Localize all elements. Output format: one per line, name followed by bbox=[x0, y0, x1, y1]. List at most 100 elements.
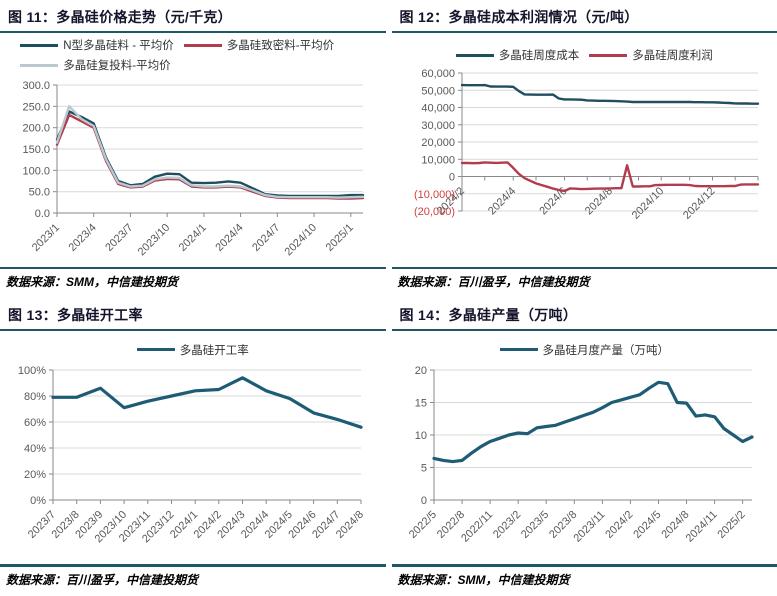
figure-panel-13: 图 13：多晶硅开工率 多晶硅开工率 100% 80% 60% 40% 20% 0% 202… bbox=[0, 298, 386, 596]
svg-text:100%: 100% bbox=[18, 365, 46, 377]
svg-text:2024/12: 2024/12 bbox=[681, 185, 718, 222]
axes bbox=[48, 369, 362, 504]
svg-text:20,000: 20,000 bbox=[422, 137, 456, 149]
svg-text:40%: 40% bbox=[24, 443, 46, 455]
svg-text:2022/11: 2022/11 bbox=[459, 508, 495, 544]
chart-cost-profit: 60,000 50,000 40,000 30,000 20,000 10,000 0 (10… bbox=[414, 68, 760, 222]
title-rule bbox=[0, 329, 386, 331]
svg-text:2024/4: 2024/4 bbox=[213, 222, 245, 254]
chart-area-cost-profit: 多晶硅周度成本 多晶硅周度利润 60,000 50,000 40,000 30,000 2… bbox=[392, 33, 777, 267]
svg-text:2023/2: 2023/2 bbox=[491, 508, 523, 540]
legend-item: 多晶硅周度成本 bbox=[455, 47, 580, 63]
chart-legend: 多晶硅周度成本 多晶硅周度利润 bbox=[455, 47, 713, 63]
svg-text:15: 15 bbox=[415, 397, 427, 409]
legend-label: 多晶硅月度产量（万吨） bbox=[542, 344, 670, 357]
svg-text:10: 10 bbox=[415, 430, 427, 442]
source-rule bbox=[0, 267, 386, 269]
series-line-0 bbox=[432, 380, 754, 463]
gridlines bbox=[462, 72, 759, 212]
y-axis-labels: 300.0 250.0 200.0 150.0 100.0 50.0 0.0 bbox=[22, 80, 50, 220]
svg-text:(20,000): (20,000) bbox=[414, 206, 455, 218]
chart-legend: 多晶硅月度产量（万吨） bbox=[499, 342, 670, 358]
svg-text:30,000: 30,000 bbox=[422, 120, 456, 132]
x-axis-labels: 2022/52022/82022/112023/22023/52023/8202… bbox=[407, 508, 748, 544]
svg-text:0: 0 bbox=[421, 495, 427, 507]
figure-panel-14: 图 14：多晶硅产量（万吨） 多晶硅月度产量（万吨） 20 15 10 5 0 2022/… bbox=[391, 298, 777, 596]
series-line-0 bbox=[51, 375, 363, 429]
y-axis-labels: 60,000 50,000 40,000 30,000 20,000 10,000 0 (10… bbox=[414, 68, 455, 218]
figure-13-title: 图 13：多晶硅开工率 bbox=[8, 307, 143, 323]
svg-text:2024/5: 2024/5 bbox=[632, 508, 664, 540]
svg-text:10,000: 10,000 bbox=[422, 154, 456, 166]
legend-label: N型多晶硅料 - 平均价 bbox=[63, 40, 174, 52]
legend-label: 多晶硅周度利润 bbox=[632, 50, 713, 62]
svg-text:2023/5: 2023/5 bbox=[519, 508, 551, 540]
svg-text:60,000: 60,000 bbox=[422, 68, 456, 80]
svg-text:2023/4: 2023/4 bbox=[66, 222, 98, 254]
gridlines bbox=[52, 369, 361, 474]
chart-area-price: N型多晶硅料 - 平均价 多晶硅致密料-平均价 多晶硅复投料-平均价 300.0 25… bbox=[0, 33, 386, 267]
legend-swatch bbox=[455, 53, 494, 57]
svg-text:2023/1: 2023/1 bbox=[30, 222, 62, 254]
chart-area-operating-rate: 多晶硅开工率 100% 80% 60% 40% 20% 0% 2023/7 2023/8 202… bbox=[0, 331, 386, 564]
chart-legend: N型多晶硅料 - 平均价 多晶硅致密料-平均价多晶硅复投料-平均价 bbox=[20, 37, 365, 73]
legend-swatch bbox=[136, 348, 175, 351]
gridlines bbox=[434, 369, 753, 468]
legend-item: 多晶硅开工率 bbox=[136, 342, 249, 358]
svg-text:2024/2: 2024/2 bbox=[603, 508, 635, 540]
legend-item: 多晶硅周度利润 bbox=[589, 47, 713, 63]
svg-text:300.0: 300.0 bbox=[22, 80, 50, 92]
svg-text:2025/2: 2025/2 bbox=[716, 508, 748, 540]
figure-panel-12: 图 12：多晶硅成本利润情况（元/吨） 多晶硅周度成本 多晶硅周度利润 60,00… bbox=[391, 0, 777, 298]
legend-label: 多晶硅致密料-平均价 bbox=[226, 40, 335, 52]
svg-text:20: 20 bbox=[415, 365, 427, 377]
svg-text:0%: 0% bbox=[30, 495, 46, 507]
svg-text:2023/11: 2023/11 bbox=[572, 508, 608, 544]
svg-text:2025/1: 2025/1 bbox=[323, 222, 355, 254]
series-line-1 bbox=[461, 161, 760, 193]
legend-item: N型多晶硅料 - 平均价 bbox=[20, 37, 174, 53]
x-axis-labels: 2024/2 2024/4 2024/6 2024/8 2024/10 2024/12 bbox=[435, 185, 718, 222]
y-axis-labels: 100% 80% 60% 40% 20% 0% bbox=[18, 365, 46, 507]
legend-label: 多晶硅复投料-平均价 bbox=[63, 60, 171, 72]
series-lines bbox=[461, 83, 760, 193]
title-rule bbox=[391, 329, 777, 331]
legend-swatch bbox=[499, 348, 538, 351]
source-rule bbox=[391, 267, 777, 269]
svg-text:80%: 80% bbox=[24, 391, 46, 403]
title-rule bbox=[391, 31, 777, 33]
series-line-2 bbox=[55, 105, 364, 199]
series-lines bbox=[432, 380, 754, 463]
source-rule bbox=[0, 564, 386, 567]
legend-item: 多晶硅致密料-平均价 bbox=[183, 37, 335, 53]
svg-text:40,000: 40,000 bbox=[422, 103, 456, 115]
svg-text:20%: 20% bbox=[24, 469, 46, 481]
legend-label: 多晶硅周度成本 bbox=[498, 50, 580, 62]
source-note: 数据来源：SMM，中信建投期货 bbox=[397, 573, 570, 587]
chart-legend: 多晶硅开工率 bbox=[136, 342, 249, 358]
svg-text:2024/10: 2024/10 bbox=[630, 185, 667, 222]
source-note: 数据来源：百川盈孚，中信建投期货 bbox=[397, 275, 590, 289]
x-axis-labels: 2023/72023/82023/92023/102023/112023/122… bbox=[26, 508, 366, 545]
svg-text:2024/1: 2024/1 bbox=[176, 222, 208, 254]
svg-text:2024/11: 2024/11 bbox=[684, 508, 720, 544]
svg-text:2024/10: 2024/10 bbox=[282, 222, 319, 259]
svg-text:50.0: 50.0 bbox=[28, 187, 49, 199]
series-lines bbox=[51, 375, 363, 429]
title-rule bbox=[0, 31, 386, 33]
axes bbox=[458, 72, 759, 212]
legend-swatch bbox=[589, 53, 628, 57]
series-lines bbox=[55, 105, 364, 200]
series-line-0 bbox=[461, 83, 760, 105]
legend-swatch bbox=[20, 43, 59, 47]
source-note: 数据来源：百川盈孚，中信建投期货 bbox=[6, 573, 199, 587]
legend-swatch bbox=[183, 43, 222, 47]
legend-item: 多晶硅复投料-平均价 bbox=[20, 57, 171, 73]
source-rule bbox=[391, 564, 777, 567]
svg-text:2024/7: 2024/7 bbox=[250, 222, 282, 254]
svg-text:0.0: 0.0 bbox=[34, 208, 49, 220]
svg-text:100.0: 100.0 bbox=[22, 165, 50, 177]
svg-text:0: 0 bbox=[449, 172, 455, 184]
y-axis-labels: 20 15 10 5 0 bbox=[415, 365, 427, 507]
